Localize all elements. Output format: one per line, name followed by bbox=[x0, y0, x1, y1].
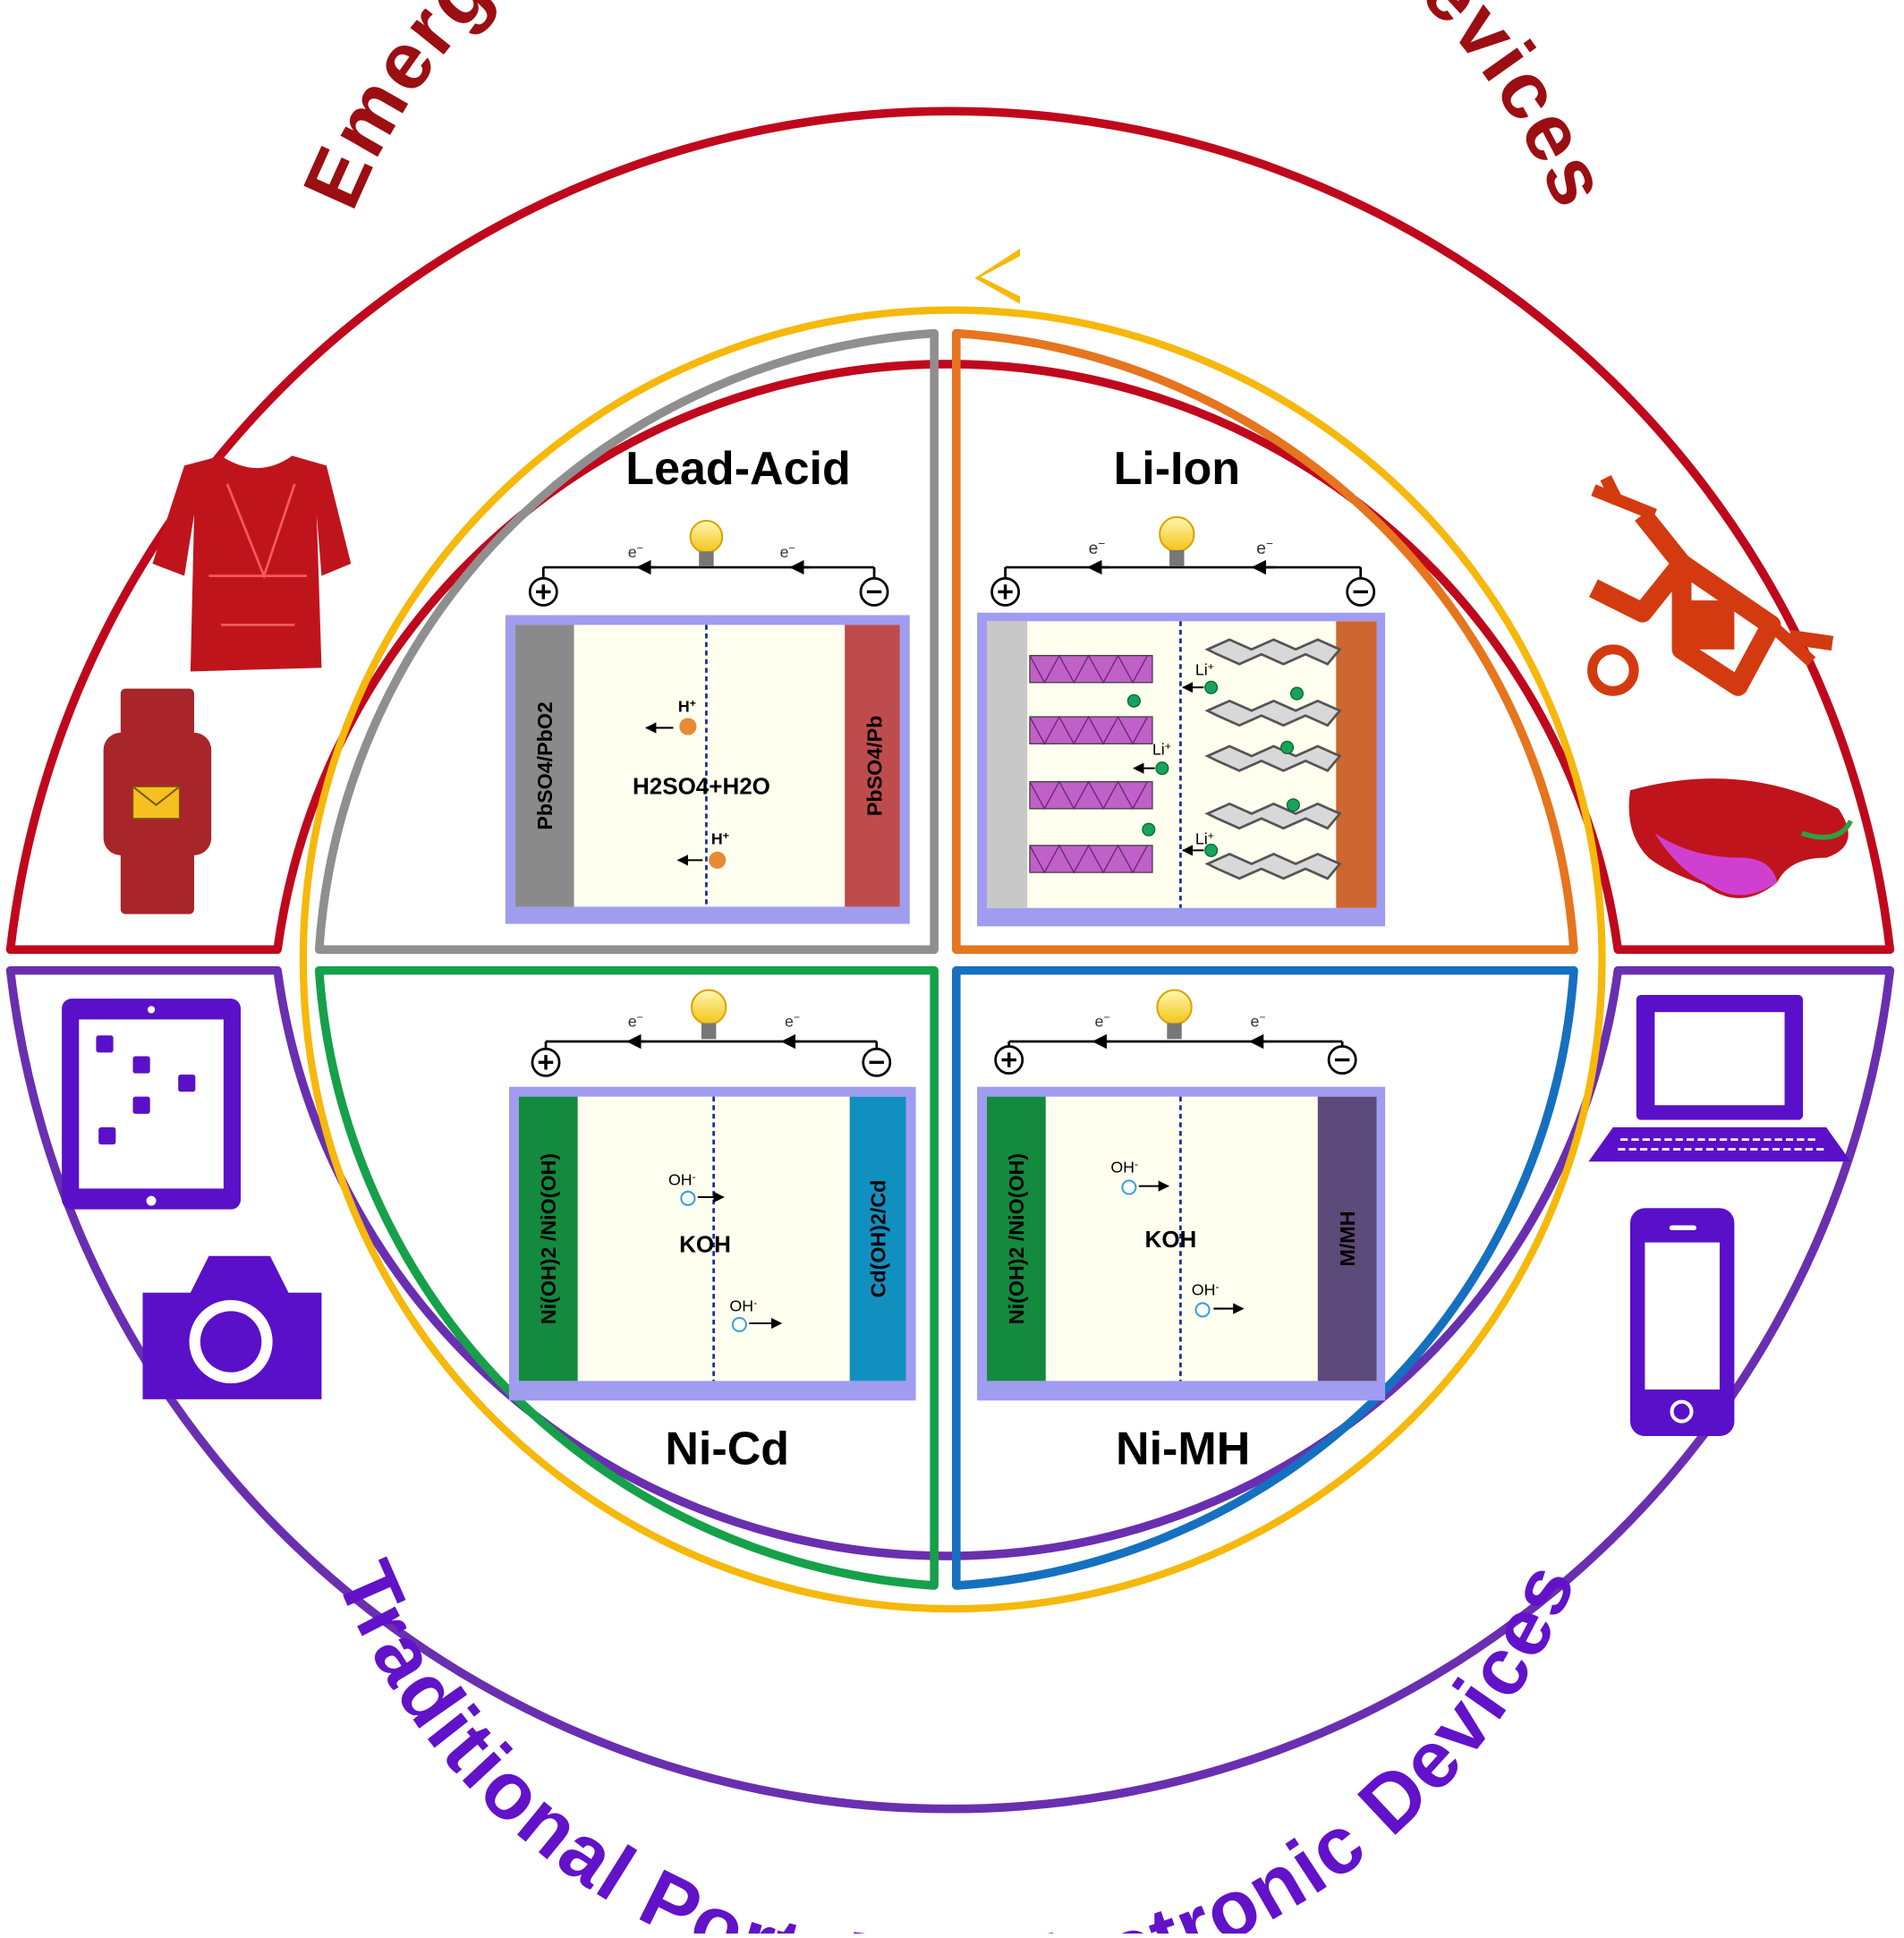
ni-mh-electron-label-2: e− bbox=[1250, 1011, 1265, 1031]
lightbulb-icon bbox=[690, 989, 727, 1040]
lead-acid-positive-electrode bbox=[514, 625, 574, 907]
ni-mh-electron-label: e− bbox=[1095, 1011, 1110, 1031]
ni-cd-electron-label-2: e− bbox=[785, 1011, 800, 1031]
drone-icon bbox=[1587, 475, 1834, 696]
lead-acid-title: Lead-Acid bbox=[625, 443, 850, 495]
li-ion-anode-collector bbox=[1336, 621, 1377, 908]
ni-cd-frame bbox=[314, 965, 939, 1590]
lead-acid-cell: e− e− PbSO4/PbO2 PbSO4/Pb H2SO4+H2O bbox=[505, 519, 910, 924]
negative-terminal-icon bbox=[859, 577, 889, 607]
negative-terminal-icon bbox=[1346, 577, 1376, 607]
li-ion-cathode-collector bbox=[987, 621, 1028, 908]
positive-terminal-icon bbox=[528, 577, 558, 607]
li-ion-electron-label: e− bbox=[1089, 537, 1106, 558]
proton-ion: H+ bbox=[645, 697, 697, 735]
hydroxide-ion: OH- bbox=[729, 1296, 783, 1332]
lightbulb-icon bbox=[689, 519, 724, 566]
ni-cd-negative-label: Cd(OH)2/Cd bbox=[866, 1180, 889, 1298]
li-ion-cell: e− e− bbox=[977, 515, 1386, 927]
svg-text:OH-: OH- bbox=[668, 1170, 696, 1188]
svg-text:H+: H+ bbox=[711, 829, 729, 847]
li-ion-circuit: e− e− bbox=[990, 515, 1376, 607]
lead-acid-positive-label: PbSO4/PbO2 bbox=[533, 701, 557, 830]
cycle-arrow-head bbox=[974, 248, 1021, 304]
smart-shirt-icon bbox=[152, 455, 352, 672]
ni-cd-title: Ni-Cd bbox=[665, 1423, 789, 1475]
ni-mh-positive-electrode bbox=[987, 1096, 1046, 1381]
lead-acid-electron-label-2: e− bbox=[780, 541, 795, 561]
ni-cd-electrolyte-label: KOH bbox=[679, 1231, 731, 1258]
ni-mh-circuit: e− e− bbox=[994, 989, 1357, 1075]
svg-text:Li+: Li+ bbox=[1195, 660, 1214, 678]
ni-cd-electron-label: e− bbox=[628, 1011, 643, 1031]
vr-glasses-icon bbox=[1628, 778, 1853, 898]
svg-text:Li+: Li+ bbox=[1195, 829, 1214, 847]
ni-mh-negative-label: M/MH bbox=[1336, 1211, 1359, 1267]
svg-text:OH-: OH- bbox=[729, 1296, 757, 1314]
svg-text:Li+: Li+ bbox=[1152, 740, 1171, 758]
svg-text:H+: H+ bbox=[678, 697, 696, 715]
ni-mh-title: Ni-MH bbox=[1116, 1423, 1250, 1475]
svg-text:OH-: OH- bbox=[1192, 1280, 1220, 1298]
ni-mh-electrolyte-label: KOH bbox=[1145, 1226, 1197, 1253]
svg-text:OH-: OH- bbox=[1110, 1158, 1138, 1176]
tablet-icon bbox=[62, 999, 242, 1210]
ni-mh-cell: e− e− Ni(OH)2 /NiO(OH) M/MH KOH bbox=[977, 989, 1386, 1401]
lightbulb-icon bbox=[1156, 989, 1193, 1040]
ni-cd-cell: e− e− Ni(OH)2 /NiO(OH) Cd(OH)2/Cd KOH bbox=[508, 989, 916, 1401]
layered-oxide-cathode bbox=[1029, 654, 1153, 874]
positive-terminal-icon bbox=[531, 1047, 561, 1077]
lightbulb-icon bbox=[1159, 515, 1195, 566]
lithium-ions bbox=[1126, 680, 1305, 857]
negative-terminal-icon bbox=[1327, 1045, 1357, 1075]
lead-acid-negative-label: PbSO4/Pb bbox=[863, 716, 886, 816]
lead-acid-electrolyte-label: H2SO4+H2O bbox=[633, 772, 770, 799]
lead-acid-frame bbox=[314, 328, 939, 955]
camera-icon bbox=[142, 1255, 322, 1399]
li-ion-frame bbox=[952, 328, 1578, 955]
positive-terminal-icon bbox=[990, 577, 1021, 607]
graphite-anode bbox=[1204, 638, 1342, 880]
ni-cd-positive-label: Ni(OH)2 /NiO(OH) bbox=[537, 1153, 560, 1324]
emerging-band bbox=[5, 106, 1895, 955]
ni-cd-negative-electrode bbox=[849, 1096, 906, 1381]
cycle-ring bbox=[299, 306, 1606, 1613]
ni-mh-negative-electrode bbox=[1317, 1096, 1377, 1381]
li-ion-title: Li-Ion bbox=[1114, 443, 1241, 495]
traditional-band bbox=[5, 965, 1895, 1814]
lead-acid-electron-label: e− bbox=[628, 541, 643, 561]
proton-ion: H+ bbox=[676, 829, 729, 869]
hydroxide-ion: OH- bbox=[1110, 1158, 1169, 1195]
ni-cd-circuit: e− e− bbox=[531, 989, 892, 1077]
li-ion-electron-label-2: e− bbox=[1256, 537, 1273, 558]
smartwatch-icon bbox=[103, 688, 212, 914]
negative-terminal-icon bbox=[862, 1047, 892, 1077]
laptop-icon bbox=[1588, 994, 1851, 1162]
ni-mh-positive-label: Ni(OH)2 /NiO(OH) bbox=[1005, 1153, 1028, 1324]
smartphone-icon bbox=[1629, 1208, 1735, 1437]
lead-acid-negative-electrode bbox=[845, 625, 900, 907]
li-ion-migration-labels: Li+ Li+ Li+ bbox=[1133, 660, 1214, 856]
positive-terminal-icon bbox=[994, 1045, 1024, 1075]
ni-cd-positive-electrode bbox=[518, 1096, 578, 1381]
hydroxide-ion: OH- bbox=[1192, 1280, 1245, 1318]
lead-acid-circuit: e− e− bbox=[528, 519, 889, 607]
hydroxide-ion: OH- bbox=[668, 1170, 725, 1206]
ni-mh-frame bbox=[952, 965, 1578, 1590]
